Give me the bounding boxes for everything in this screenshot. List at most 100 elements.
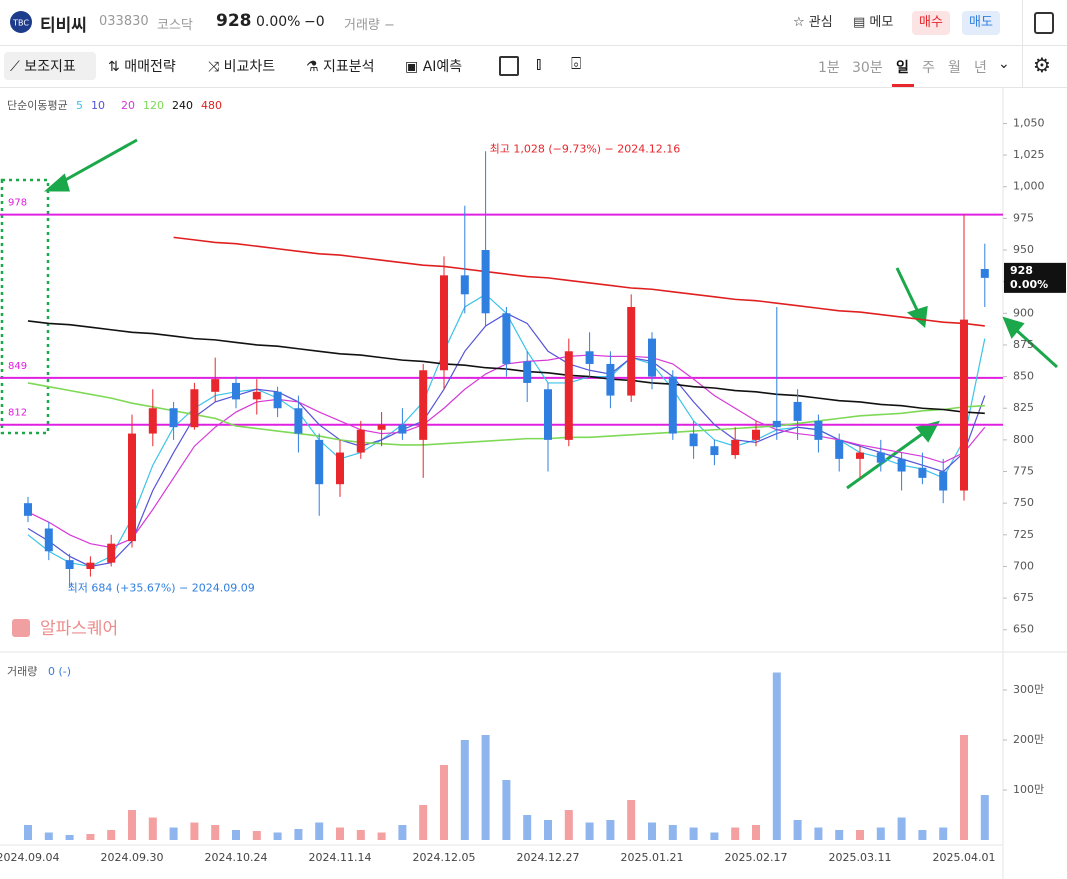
volume-bar (939, 827, 948, 840)
tool[interactable]: ▣ AI예측 (405, 59, 463, 75)
timeframe[interactable]: 30분 (852, 60, 883, 76)
candle-body (668, 376, 677, 434)
shape-tool[interactable] (499, 56, 519, 76)
volume-bar (211, 825, 220, 840)
volume-bar (648, 822, 656, 840)
watermark: 알파스퀘어 (40, 619, 118, 639)
candle-body (544, 389, 552, 440)
candle-body (731, 439, 740, 456)
timeframe-active[interactable]: 일 (896, 60, 909, 76)
h-line-label: 812 (8, 408, 27, 419)
watch-button[interactable]: ☆ 관심 (793, 15, 833, 30)
volume-bar (876, 827, 885, 840)
dropdown[interactable]: ⌄ (998, 56, 1010, 72)
label: 비교차트 (223, 59, 276, 75)
volume-bar (481, 735, 490, 840)
candle-body (627, 306, 636, 396)
candle-tool[interactable]: ⫾ (536, 54, 542, 74)
candle-body (502, 313, 511, 364)
candle-body (398, 424, 407, 434)
volume-bar (980, 795, 989, 840)
volume-bar (897, 817, 906, 840)
candle-body (648, 338, 656, 377)
candle-body (252, 391, 261, 400)
timeframe[interactable]: 월 (948, 60, 961, 76)
candle-body (752, 429, 760, 440)
y-tick-label: 1,050 (1013, 116, 1045, 129)
memo-button[interactable]: ▤ 메모 (853, 15, 894, 30)
candle-body (128, 433, 136, 542)
legend-entry: 20 (121, 99, 135, 112)
legend-entry: 10 (91, 99, 105, 112)
y-tick-label: 825 (1013, 401, 1034, 414)
volume-bar (419, 805, 428, 840)
candle-body (856, 452, 864, 459)
candle-body (897, 458, 906, 472)
timeframe[interactable]: 주 (922, 60, 935, 76)
change: −0 (304, 14, 325, 30)
camera-tool[interactable]: ⌻ (571, 54, 582, 74)
y-tick-label: 950 (1013, 243, 1034, 256)
x-tick-label: 2024.09.04 (0, 851, 59, 864)
market: 코스닥 (157, 18, 193, 33)
legend-entry: 240 (172, 99, 193, 112)
y-tick-label: 1,000 (1013, 180, 1045, 193)
x-tick-label: 2024.12.05 (413, 851, 476, 864)
buy-button[interactable]: 매수 (912, 11, 950, 35)
x-tick-label: 2024.09.30 (101, 851, 164, 864)
timeframe[interactable]: 1분 (818, 60, 840, 76)
candle-body (960, 319, 968, 491)
ma-line (27, 382, 985, 446)
volume-bar (523, 815, 532, 840)
stock-name: 티비씨 (40, 16, 87, 36)
volume-tick-label: 200만 (1013, 733, 1044, 746)
panel-toggle[interactable] (1034, 12, 1054, 34)
x-tick-label: 2025.01.21 (621, 851, 684, 864)
candle-body (24, 503, 32, 516)
volume-bar (772, 672, 781, 840)
volume-bar (190, 822, 199, 840)
timeframe[interactable]: 년 (974, 60, 987, 76)
y-tick-label: 900 (1013, 306, 1034, 319)
legend-entry: 5 (76, 99, 83, 112)
x-tick-label: 2025.04.01 (933, 851, 996, 864)
label: 지표분석 (323, 59, 375, 75)
volume-title: 거래량 (7, 665, 37, 678)
volume-tick-label: 100만 (1013, 783, 1044, 796)
volume-bar (377, 832, 386, 840)
candle-body (336, 452, 344, 485)
y-tick-label: 775 (1013, 465, 1034, 478)
y-tick-label: 975 (1013, 211, 1034, 224)
volume-bar (128, 810, 136, 840)
volume-bar (294, 829, 303, 840)
tool[interactable]: ⇅ 매매전략 (108, 59, 176, 75)
settings[interactable]: ⚙ (1033, 53, 1051, 77)
volume-bar (710, 832, 719, 840)
candle-body (44, 528, 53, 552)
volume-bar (960, 735, 968, 840)
candle-body (481, 250, 490, 314)
volume-bar (107, 830, 116, 840)
candle-body (315, 439, 324, 485)
y-tick-label: 650 (1013, 623, 1034, 636)
logo: TBC (10, 11, 32, 33)
tool[interactable]: ⟋ 보조지표 (10, 59, 76, 75)
low-annotation: 최저 684 (+35.67%) − 2024.09.09 (68, 582, 255, 595)
candle-body (148, 408, 157, 434)
label: 관심 (808, 15, 833, 30)
candle-body (211, 379, 220, 392)
header: TBC 티비씨 033830 코스닥 928 0.00% −0 거래량 − ☆ … (0, 0, 1067, 46)
tool[interactable]: ⚗ 지표분석 (306, 59, 375, 75)
stock-code: 033830 (99, 14, 149, 29)
volume-bar (252, 831, 261, 840)
candle-body (793, 401, 802, 421)
candle-body (169, 408, 178, 428)
volume-bar (86, 834, 95, 840)
current-price-box (1004, 262, 1066, 293)
tool[interactable]: ⤨ 비교차트 (208, 59, 276, 75)
sell-button[interactable]: 매도 (962, 11, 1000, 35)
high-annotation: 최고 1,028 (−9.73%) − 2024.12.16 (490, 142, 681, 155)
candle-body (606, 363, 615, 396)
volume-bar (148, 817, 157, 840)
volume-bar (564, 810, 573, 840)
